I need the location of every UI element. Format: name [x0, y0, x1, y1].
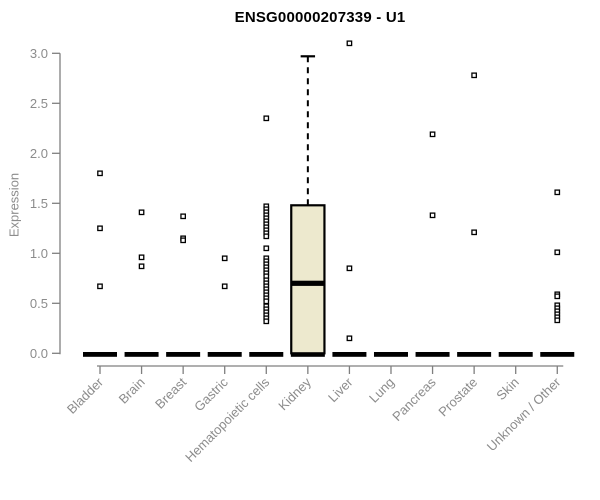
zero-expression-bar [249, 352, 284, 357]
zero-expression-bar [290, 352, 325, 357]
x-tick-label: Bladder [64, 374, 107, 417]
x-tick-label: Pancreas [389, 374, 439, 424]
data-point [263, 115, 270, 122]
data-point [97, 170, 103, 177]
zero-expression-bar [166, 352, 201, 357]
data-point [554, 317, 561, 324]
y-tick-label: 1.0 [30, 246, 48, 261]
box [290, 204, 326, 355]
x-tick-label: Gastric [191, 374, 231, 414]
data-point [346, 265, 353, 272]
median-line [291, 280, 325, 286]
x-tick-label: Liver [325, 374, 356, 405]
data-point [97, 283, 103, 290]
data-point [97, 225, 103, 232]
zero-expression-bar [457, 352, 492, 357]
data-point [263, 233, 270, 240]
data-point [429, 131, 436, 138]
x-tick-label: Skin [493, 375, 521, 403]
y-tick-label: 1.5 [30, 196, 48, 211]
data-point [263, 245, 270, 252]
data-point [221, 255, 228, 262]
data-point [554, 249, 561, 256]
zero-expression-bar [415, 352, 450, 357]
data-point [346, 335, 353, 342]
zero-expression-bar [124, 352, 159, 357]
data-point [429, 212, 436, 219]
zero-expression-bar [83, 352, 117, 357]
x-tick-label: Prostate [435, 375, 480, 420]
y-tick-label: 3.0 [30, 46, 48, 61]
y-tick-label: 2.5 [30, 96, 48, 111]
y-tick-label: 2.0 [30, 146, 48, 161]
data-point [263, 318, 270, 325]
data-point [180, 213, 186, 220]
x-tick-label: Unknown / Other [484, 374, 564, 454]
data-point [138, 263, 145, 270]
zero-expression-bar [498, 352, 533, 357]
zero-expression-bar [332, 352, 367, 357]
data-point [263, 298, 270, 305]
data-point [180, 237, 186, 244]
x-tick-label: Kidney [275, 374, 314, 413]
data-point [138, 254, 145, 261]
y-tick-label: 0.5 [30, 296, 48, 311]
data-point [221, 283, 228, 290]
data-point [471, 229, 477, 236]
zero-expression-bar [540, 352, 575, 357]
x-tick-label: Brain [116, 375, 148, 407]
chart-title: ENSG00000207339 - U1 [234, 9, 406, 26]
y-tick-label: 0.0 [30, 346, 48, 361]
data-point [138, 209, 145, 216]
data-point [346, 40, 353, 47]
data-point [471, 72, 477, 79]
data-point [554, 189, 561, 196]
zero-expression-bar [373, 352, 408, 357]
x-tick-label: Breast [152, 374, 189, 411]
data-point [554, 293, 561, 300]
zero-expression-bar [207, 352, 242, 357]
x-tick-label: Lung [366, 375, 397, 406]
